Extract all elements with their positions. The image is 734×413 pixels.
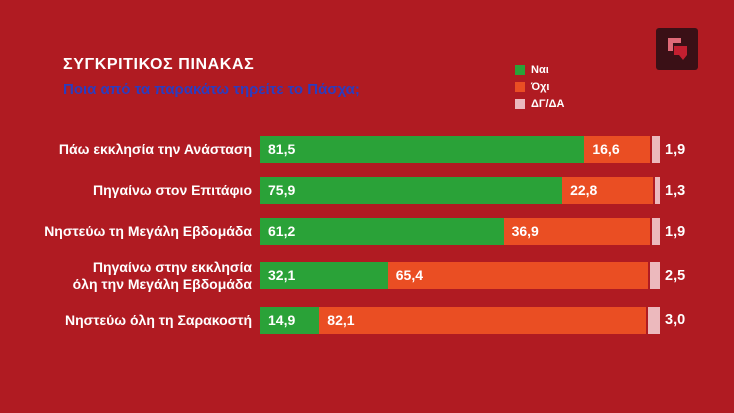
bar-row: Πηγαίνω στην εκκλησία όλη την Μεγάλη Εβδ… <box>36 259 686 293</box>
segment-value: 14,9 <box>268 311 296 328</box>
legend-item: ΔΓ/ΔΑ <box>515 98 564 110</box>
bar-segment-dk <box>654 177 660 204</box>
legend-label: Όχι <box>531 81 550 93</box>
segment-value: 22,8 <box>570 182 598 198</box>
dk-value: 3,0 <box>665 312 686 329</box>
segment-value: 65,4 <box>395 267 423 284</box>
segment-value: 36,9 <box>511 223 539 239</box>
dk-value: 1,9 <box>665 141 686 158</box>
segment-value: 61,2 <box>268 223 296 239</box>
bar-track: 32,1 65,4 <box>260 262 660 290</box>
legend-item: Όχι <box>515 81 564 93</box>
bar-track: 14,9 82,1 <box>260 306 660 334</box>
bar-row: Νηστεύω τη Μεγάλη Εβδομάδα 61,2 36,9 1,9 <box>36 218 685 245</box>
segment-value: 75,9 <box>268 182 296 198</box>
bar-track: 81,5 16,6 <box>260 136 660 163</box>
segment-value: 81,5 <box>268 141 296 157</box>
legend: Ναι Όχι ΔΓ/ΔΑ <box>515 64 564 110</box>
bar-segment-no: 82,1 <box>319 306 647 334</box>
bar-track: 61,2 36,9 <box>260 218 660 245</box>
segment-value: 82,1 <box>327 311 355 328</box>
bar-segment-dk <box>652 218 660 245</box>
bar-segment-no: 16,6 <box>584 136 651 163</box>
logo <box>656 28 698 70</box>
segment-value: 16,6 <box>592 141 620 157</box>
bar-segment-no: 65,4 <box>387 262 649 290</box>
dk-value: 1,9 <box>665 223 686 240</box>
bar-segment-dk <box>648 306 660 334</box>
logo-icon <box>656 28 698 70</box>
chart-title: ΣΥΓΚΡΙΤΙΚΟΣ ΠΙΝΑΚΑΣ <box>63 56 255 73</box>
category-label: Νηστεύω όλη τη Σαρακοστή <box>64 311 252 328</box>
category-label: Πηγαίνω στον Επιτάφιο <box>93 182 252 199</box>
legend-swatch <box>515 82 525 92</box>
bar-segment-yes: 32,1 <box>260 262 388 290</box>
chart-subtitle: Ποια από τα παρακάτω τηρείτε το Πάσχα; <box>63 81 360 98</box>
legend-item: Ναι <box>515 64 564 76</box>
dk-value: 2,5 <box>665 267 686 284</box>
bar-segment-dk <box>652 136 660 163</box>
bar-segment-dk <box>650 262 660 290</box>
bar-row: Νηστεύω όλη τη Σαρακοστή 14,9 82,1 3,0 <box>36 306 686 334</box>
bar-row: Πάω εκκλησία την Ανάσταση 81,5 16,6 1,9 <box>36 136 685 163</box>
header: ΣΥΓΚΡΙΤΙΚΟΣ ΠΙΝΑΚΑΣ Ποια από τα παρακάτω… <box>63 56 360 98</box>
legend-swatch <box>515 65 525 75</box>
bar-segment-no: 36,9 <box>503 218 651 245</box>
legend-swatch <box>515 99 525 109</box>
bar-segment-yes: 75,9 <box>260 177 563 204</box>
bar-segment-yes: 61,2 <box>260 218 504 245</box>
legend-label: ΔΓ/ΔΑ <box>531 98 565 110</box>
bar-row: Πηγαίνω στον Επιτάφιο 75,9 22,8 1,3 <box>36 177 685 204</box>
bar-segment-yes: 81,5 <box>260 136 585 163</box>
bar-segment-no: 22,8 <box>562 177 653 204</box>
category-label: Πηγαίνω στην εκκλησία όλη την Μεγάλη Εβδ… <box>72 259 252 292</box>
category-label: Πάω εκκλησία την Ανάσταση <box>58 141 252 158</box>
chart-rows: Πάω εκκλησία την Ανάσταση 81,5 16,6 1,9 Πηγα… <box>36 136 685 334</box>
dk-value: 1,3 <box>665 182 686 199</box>
bar-track: 75,9 22,8 <box>260 177 660 204</box>
category-label: Νηστεύω τη Μεγάλη Εβδομάδα <box>44 223 252 240</box>
segment-value: 32,1 <box>268 267 296 284</box>
bar-segment-yes: 14,9 <box>260 306 320 334</box>
legend-label: Ναι <box>531 64 549 76</box>
